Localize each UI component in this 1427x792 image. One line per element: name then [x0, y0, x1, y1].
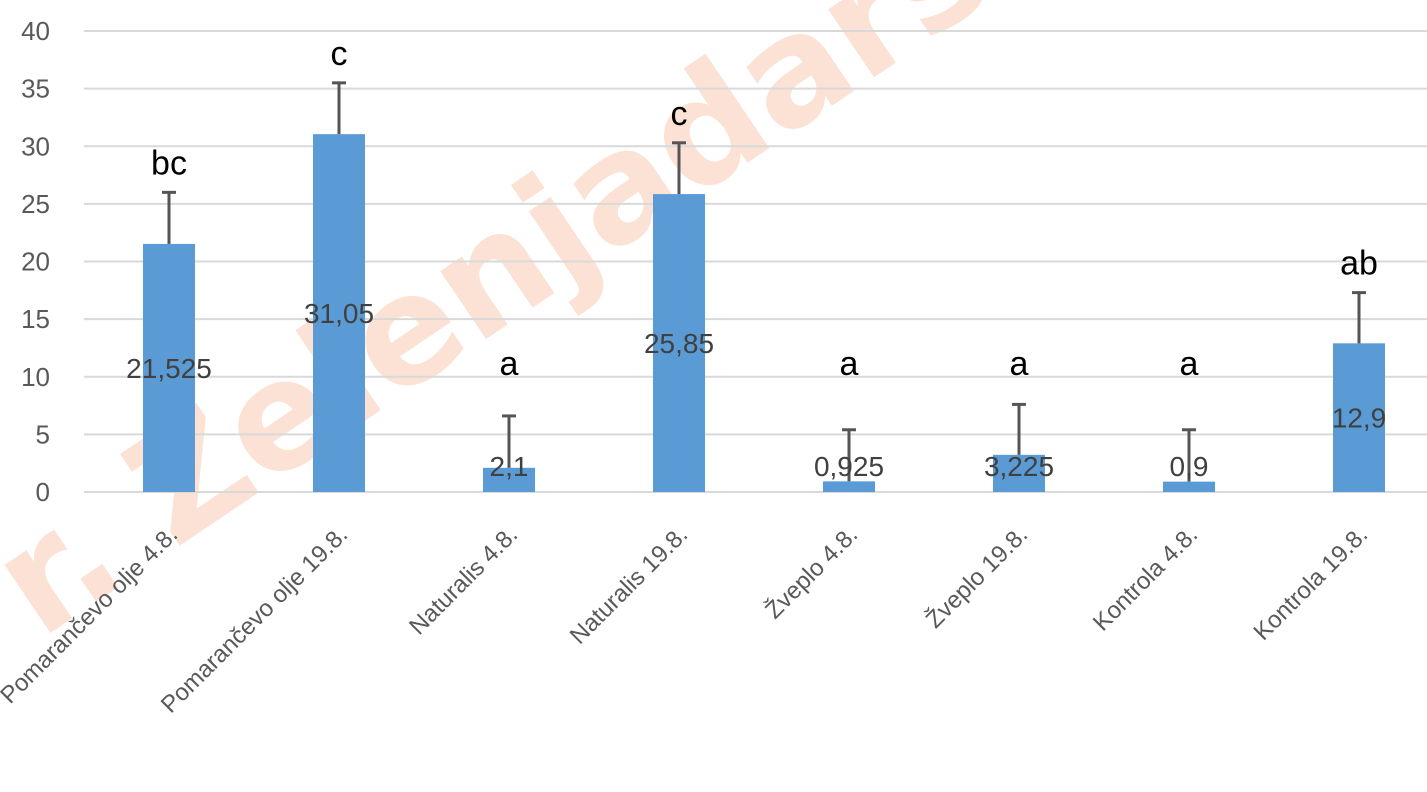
data-label-7: 0,9 — [1170, 451, 1209, 482]
significance-letter-2: c — [331, 35, 348, 73]
y-tick-label: 15 — [21, 304, 50, 334]
x-tick-label-6: Žveplo 19.8. — [921, 521, 1033, 633]
significance-letter-5: a — [840, 345, 859, 383]
y-tick-label: 0 — [36, 477, 50, 507]
data-label-2: 31,05 — [304, 298, 374, 329]
y-tick-label: 40 — [21, 16, 50, 46]
y-tick-label: 30 — [21, 131, 50, 161]
y-tick-label: 35 — [21, 74, 50, 104]
y-tick-label: 10 — [21, 362, 50, 392]
data-label-5: 0,925 — [814, 451, 884, 482]
bar-7 — [1163, 481, 1215, 492]
x-tick-label-8: Kontrola 19.8. — [1248, 521, 1373, 646]
data-labels: 21,525 31,05 2,1 25,85 0,925 3,225 0,9 12,9 — [126, 298, 1386, 482]
significance-letter-3: a — [500, 345, 519, 383]
bar-6 — [993, 454, 1045, 492]
bar-2 — [313, 134, 365, 492]
x-tick-label-5: Žveplo 4.8. — [760, 521, 863, 624]
error-bars — [162, 81, 1366, 482]
significance-letter-7: a — [1180, 345, 1199, 383]
bar-5 — [823, 481, 875, 492]
bar-1 — [143, 243, 195, 492]
significance-letter-1: bc — [151, 144, 187, 182]
gridlines — [84, 30, 1427, 493]
x-tick-label-4: Naturalis 19.8. — [565, 521, 694, 650]
data-label-8: 12,9 — [1332, 403, 1387, 434]
significance-letter-6: a — [1010, 345, 1029, 383]
y-tick-label: 25 — [21, 189, 50, 219]
bar-3 — [483, 467, 535, 492]
x-tick-label-7: Kontrola 4.8. — [1088, 521, 1203, 636]
significance-letter-4: c — [671, 95, 688, 133]
data-label-4: 25,85 — [644, 328, 714, 359]
y-axis-ticks: 0 5 10 15 20 25 30 35 40 — [21, 16, 50, 507]
bar-4 — [653, 194, 705, 493]
data-label-3: 2,1 — [490, 451, 529, 482]
y-tick-label: 5 — [36, 419, 50, 449]
bars — [143, 134, 1385, 493]
bar-8 — [1333, 343, 1385, 492]
x-tick-label-3: Naturalis 4.8. — [404, 521, 523, 640]
data-label-6: 3,225 — [984, 451, 1054, 482]
significance-letters: bc c a c a a a ab — [151, 35, 1378, 383]
y-tick-label: 20 — [21, 247, 50, 277]
data-label-1: 21,525 — [126, 353, 212, 384]
significance-letter-8: ab — [1340, 245, 1378, 283]
